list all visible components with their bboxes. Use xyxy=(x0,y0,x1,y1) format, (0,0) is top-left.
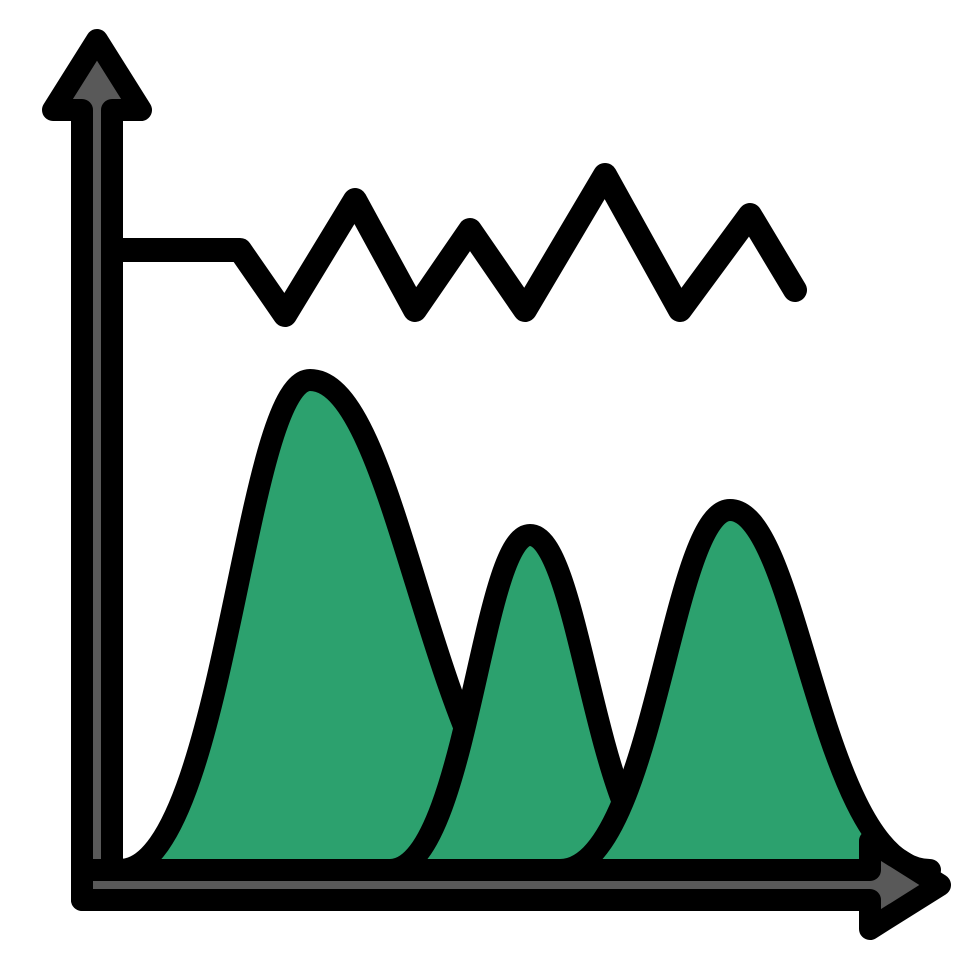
zigzag-line xyxy=(115,175,795,315)
area-curves xyxy=(120,380,930,870)
distribution-chart-icon xyxy=(0,0,980,980)
curve-right xyxy=(560,510,930,870)
trend-line xyxy=(115,175,795,315)
y-axis xyxy=(53,40,141,900)
